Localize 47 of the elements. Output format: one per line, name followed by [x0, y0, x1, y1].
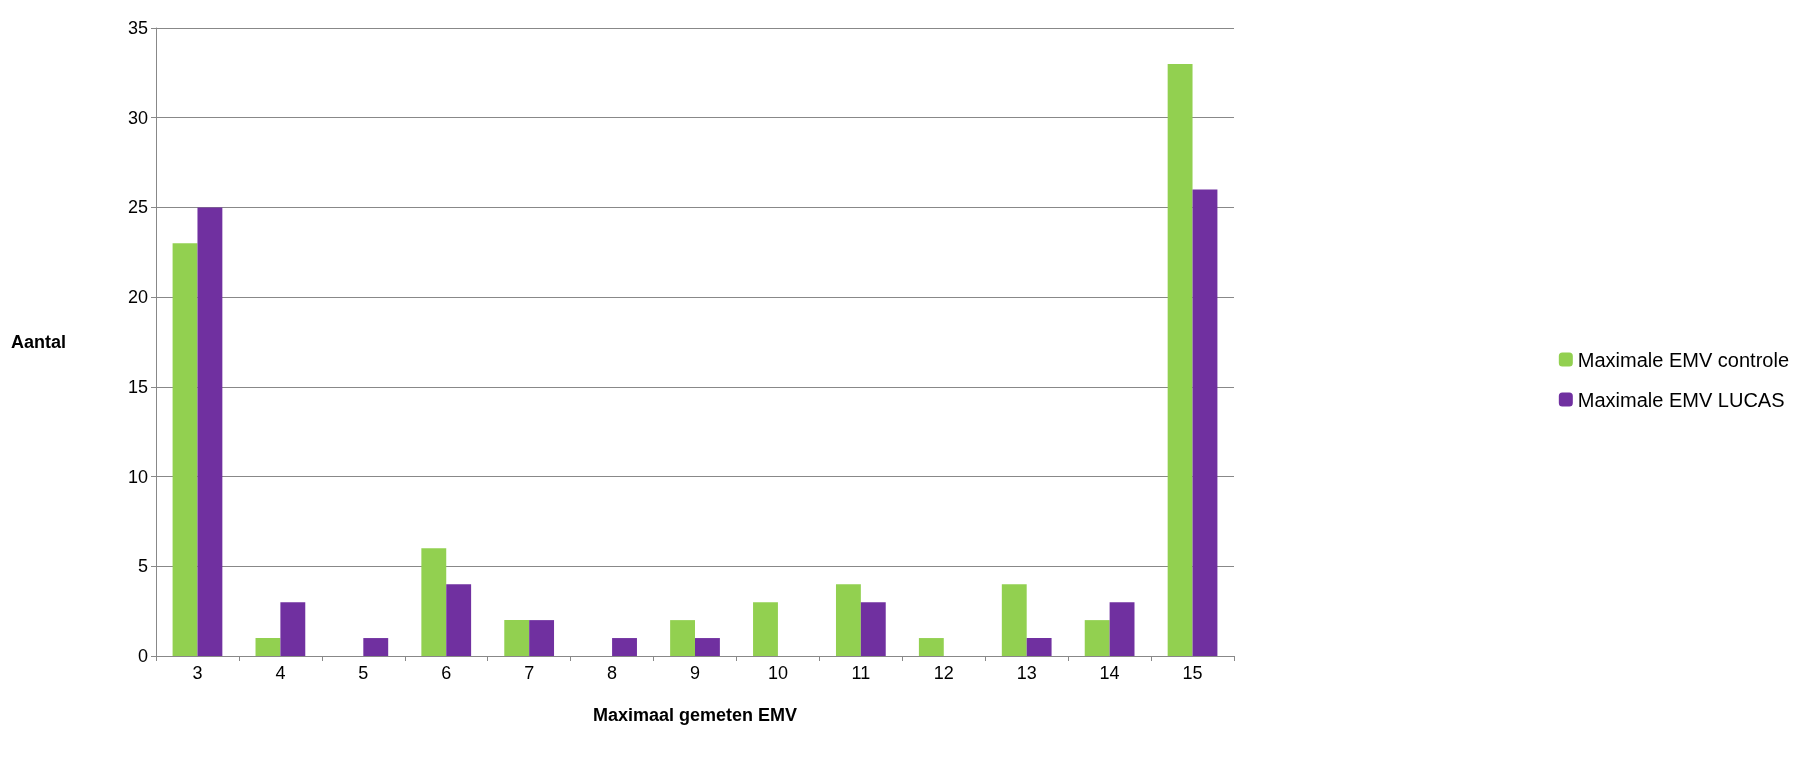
bar: [918, 638, 944, 656]
x-tick-label: 14: [1099, 663, 1120, 683]
bar: [670, 620, 696, 656]
bar: [504, 620, 530, 656]
bar: [835, 584, 861, 656]
bar: [860, 602, 886, 656]
bar: [1109, 602, 1135, 656]
x-tick-label: 11: [851, 663, 871, 683]
x-tick-label: 7: [524, 663, 535, 683]
bar: [695, 638, 720, 656]
bar: [1026, 638, 1052, 656]
x-tick-label: 3: [192, 663, 203, 683]
x-tick-label: 8: [607, 663, 618, 683]
legend-label: Maximale EMV LUCAS: [1577, 388, 1785, 411]
bar: [421, 548, 447, 656]
y-tick-label: 25: [127, 197, 149, 218]
bar: [446, 584, 472, 656]
y-tick-label: 30: [127, 107, 149, 128]
y-tick-label: 0: [138, 646, 149, 666]
y-tick-label: 35: [127, 18, 149, 38]
bar: [529, 620, 555, 656]
legend-label: Maximale EMV controle: [1577, 348, 1790, 371]
bar: [280, 602, 306, 656]
bar: [363, 638, 389, 656]
y-tick-label: 20: [127, 287, 149, 308]
x-tick-label: 6: [441, 663, 452, 683]
bar: [753, 602, 778, 656]
x-tick-label: 10: [767, 663, 788, 683]
y-axis-title: Aantal: [11, 332, 67, 352]
y-tick-label: 10: [127, 466, 149, 487]
x-tick-label: 4: [275, 663, 286, 683]
y-tick-label: 15: [127, 376, 149, 397]
bar: [172, 243, 198, 656]
y-tick-label: 5: [138, 556, 149, 577]
x-tick-label: 13: [1016, 663, 1037, 683]
x-tick-label: 15: [1182, 663, 1203, 683]
x-tick-label: 9: [690, 663, 701, 683]
bar: [612, 638, 637, 656]
x-tick-label: 5: [358, 663, 369, 683]
bar: [1192, 189, 1218, 656]
bar: [1167, 63, 1193, 656]
x-tick-label: 12: [933, 663, 954, 683]
bar: [1001, 584, 1027, 656]
bar: [197, 207, 223, 656]
x-axis-title: Maximaal gemeten EMV: [592, 705, 798, 725]
bar: [1084, 620, 1110, 656]
bar: [255, 638, 281, 656]
